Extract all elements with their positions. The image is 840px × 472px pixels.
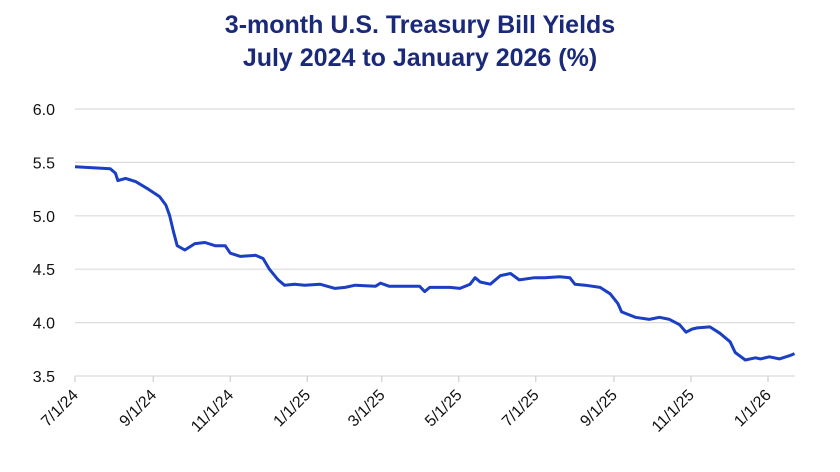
- series-line: [74, 165, 796, 362]
- chart-title-line-2: July 2024 to January 2026 (%): [242, 44, 598, 72]
- y-tick-label: 5.5: [33, 155, 55, 172]
- x-tick-label: 5/1/25: [422, 387, 466, 431]
- y-tick-label: 6.0: [33, 102, 55, 119]
- x-tick-label: 11/1/25: [649, 387, 698, 436]
- y-tick-label: 5.0: [33, 209, 55, 226]
- y-tick-label: 4.5: [33, 262, 55, 279]
- x-tick-label: 3/1/25: [345, 387, 389, 431]
- x-tick-label: 9/1/24: [117, 387, 161, 431]
- x-tick-label: 11/1/24: [188, 387, 237, 436]
- x-tick-label: 1/1/25: [271, 387, 315, 431]
- x-tick-label: 7/1/25: [499, 387, 543, 431]
- x-tick-label: 9/1/25: [577, 387, 621, 431]
- y-tick-label: 4.0: [33, 316, 55, 333]
- x-tick-label: 1/1/26: [731, 387, 775, 431]
- y-tick-label: 3.5: [33, 369, 55, 386]
- x-tick-label: 7/1/24: [38, 387, 82, 431]
- chart-title-line-1: 3-month U.S. Treasury Bill Yields: [224, 11, 616, 39]
